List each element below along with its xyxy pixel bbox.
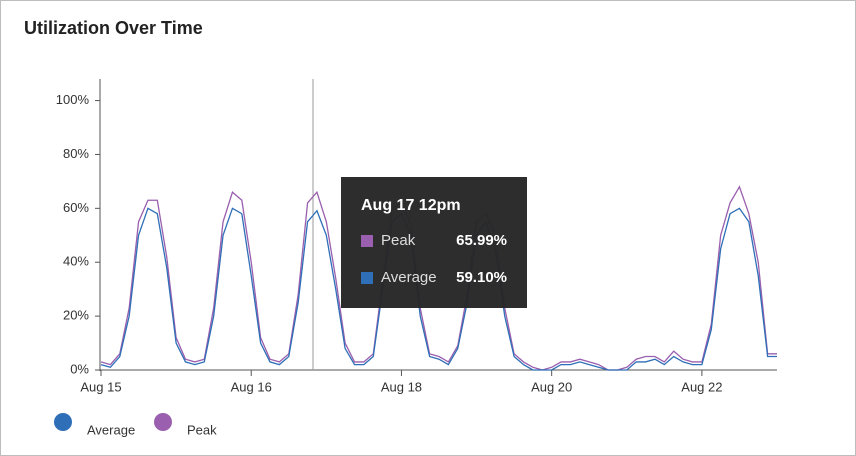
tooltip-title: Aug 17 12pm <box>361 197 461 214</box>
tooltip-name: Peak <box>381 232 416 249</box>
legend-label: Average <box>87 422 135 437</box>
x-tick-label: Aug 16 <box>231 379 272 394</box>
y-tick-label: 0% <box>70 361 89 376</box>
x-tick-label: Aug 18 <box>381 379 422 394</box>
x-tick-label: Aug 15 <box>80 379 121 394</box>
y-tick-label: 20% <box>63 308 89 323</box>
legend-swatch <box>154 413 172 431</box>
legend-swatch <box>54 413 72 431</box>
tooltip-value: 59.10% <box>456 269 507 286</box>
x-tick-label: Aug 20 <box>531 379 572 394</box>
y-tick-label: 80% <box>63 146 89 161</box>
series-line <box>100 185 777 371</box>
y-tick-label: 100% <box>56 92 90 107</box>
tooltip-swatch <box>361 272 373 284</box>
series-line <box>100 207 777 371</box>
y-tick-label: 60% <box>63 200 89 215</box>
tooltip-swatch <box>361 235 373 247</box>
chart-title: Utilization Over Time <box>24 18 203 38</box>
tooltip-value: 65.99% <box>456 232 507 249</box>
x-tick-label: Aug 22 <box>681 379 722 394</box>
legend-label: Peak <box>187 422 217 437</box>
y-tick-label: 40% <box>63 254 89 269</box>
tooltip-name: Average <box>381 269 437 286</box>
